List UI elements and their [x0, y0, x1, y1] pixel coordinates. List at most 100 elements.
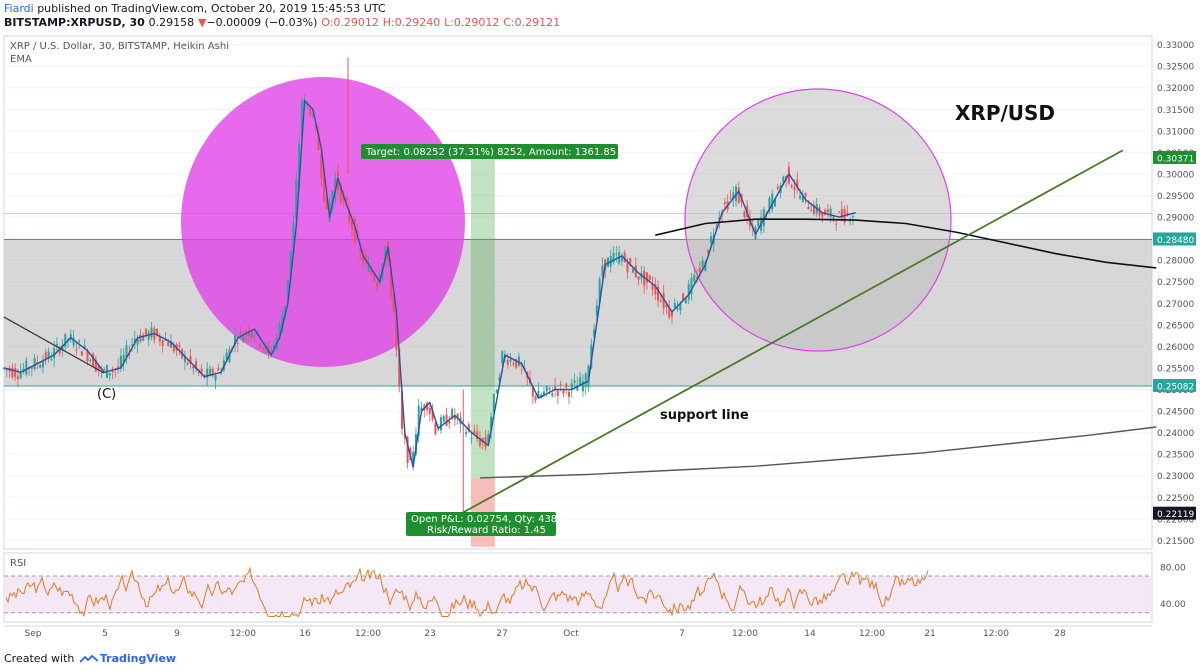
candle-body [682, 293, 685, 301]
candle-body [829, 208, 832, 218]
candle-body [259, 344, 262, 348]
ema-short-line [3, 100, 856, 468]
candle-body [298, 144, 301, 188]
candle-body [824, 210, 827, 216]
candle-body [401, 391, 404, 429]
target-box [361, 144, 618, 159]
candle-body [665, 304, 668, 308]
candle-body [41, 360, 44, 368]
candle-body [490, 416, 493, 431]
open-pl-box [406, 512, 556, 536]
candle-body [559, 383, 562, 385]
x-tick-label: 27 [496, 629, 507, 639]
candle-body [673, 303, 676, 308]
y-tick-label: 0.24500 [1157, 408, 1194, 418]
candle-body [793, 187, 796, 191]
candle-body [306, 104, 309, 106]
candle-body [16, 376, 19, 380]
candle-body [729, 197, 732, 199]
candle-body [501, 351, 504, 364]
publisher-name[interactable]: Fiardi [4, 2, 34, 15]
candle-body [94, 359, 97, 372]
candle-body [704, 261, 707, 271]
candle-body [103, 368, 106, 370]
x-tick-label: 21 [924, 629, 935, 639]
x-tick-label: 12:00 [983, 629, 1009, 639]
candle-body [348, 208, 351, 222]
y-tick-label: 0.22500 [1157, 494, 1194, 504]
y-tick-label: 0.29000 [1157, 214, 1194, 224]
candle-body [320, 153, 323, 179]
y-tick-label: 0.22000 [1157, 515, 1194, 525]
x-tick-label: 14 [804, 629, 816, 639]
candle-body [147, 331, 150, 340]
candle-body [170, 341, 172, 348]
candle-body [492, 393, 495, 412]
candle-body [593, 329, 596, 337]
tradingview-brand[interactable]: TradingView [99, 652, 177, 665]
candle-body [83, 345, 86, 348]
candle-body [236, 342, 239, 344]
open-pl-text: Open P&L: 0.02754, Qty: 4385 [411, 514, 564, 525]
candle-body [565, 383, 568, 388]
candle-body [687, 284, 690, 300]
candle-body [465, 432, 468, 435]
candle-body [189, 355, 192, 364]
candle-body [108, 373, 111, 376]
y-tick-label: 0.31500 [1157, 106, 1194, 116]
candle-body [5, 369, 8, 371]
candle-body [807, 206, 810, 210]
y-tick-label: 0.25500 [1157, 364, 1194, 374]
candle-body [373, 275, 376, 282]
candle-body [696, 277, 699, 279]
candle-body [654, 284, 657, 295]
candle-body [250, 332, 253, 338]
candle-body [648, 275, 651, 281]
candle-body [406, 436, 409, 464]
candle-body [484, 436, 487, 447]
footer: Created with TradingView [4, 652, 176, 665]
close-value: C:0.29121 [503, 16, 561, 29]
candle-body [626, 262, 629, 272]
candle-body [709, 236, 712, 244]
candle-body [284, 306, 287, 317]
candle-body [172, 344, 175, 352]
candle-body [256, 331, 259, 334]
candle-body [456, 413, 459, 419]
candle-body [97, 365, 100, 370]
candle-body [367, 264, 370, 272]
candle-body [156, 328, 159, 336]
candle-body [389, 266, 392, 296]
candle-body [72, 337, 75, 346]
candle-body [434, 422, 437, 434]
candle-body [576, 385, 579, 391]
candle-body [659, 300, 662, 302]
candle-body [225, 352, 228, 360]
candle-body [133, 338, 136, 343]
candle-body [698, 267, 701, 273]
candle-body [217, 368, 220, 371]
candle-body [167, 342, 170, 347]
legend-ema: EMA [10, 54, 32, 65]
candle-body [623, 252, 626, 263]
candle-body [267, 344, 270, 353]
candle-body [676, 308, 679, 310]
candle-body [289, 250, 292, 279]
candle-body [392, 294, 395, 313]
candle-body [584, 373, 587, 388]
y-tick-label: 0.32000 [1157, 84, 1194, 94]
candle-body [353, 218, 356, 244]
range-zone [4, 239, 1152, 386]
candle-body [78, 340, 81, 342]
candle-body [309, 108, 312, 116]
candle-body [92, 353, 95, 367]
candle-body [548, 387, 551, 390]
candle-body [556, 390, 559, 397]
chart-title-annotation: XRP/USD [955, 101, 1055, 125]
candle-body [662, 292, 665, 308]
candle-body [595, 305, 598, 316]
candle-body [14, 368, 17, 377]
target-box-text: Target: 0.08252 (37.31%) 8252, Amount: 1… [365, 147, 616, 158]
candle-body [247, 330, 250, 336]
